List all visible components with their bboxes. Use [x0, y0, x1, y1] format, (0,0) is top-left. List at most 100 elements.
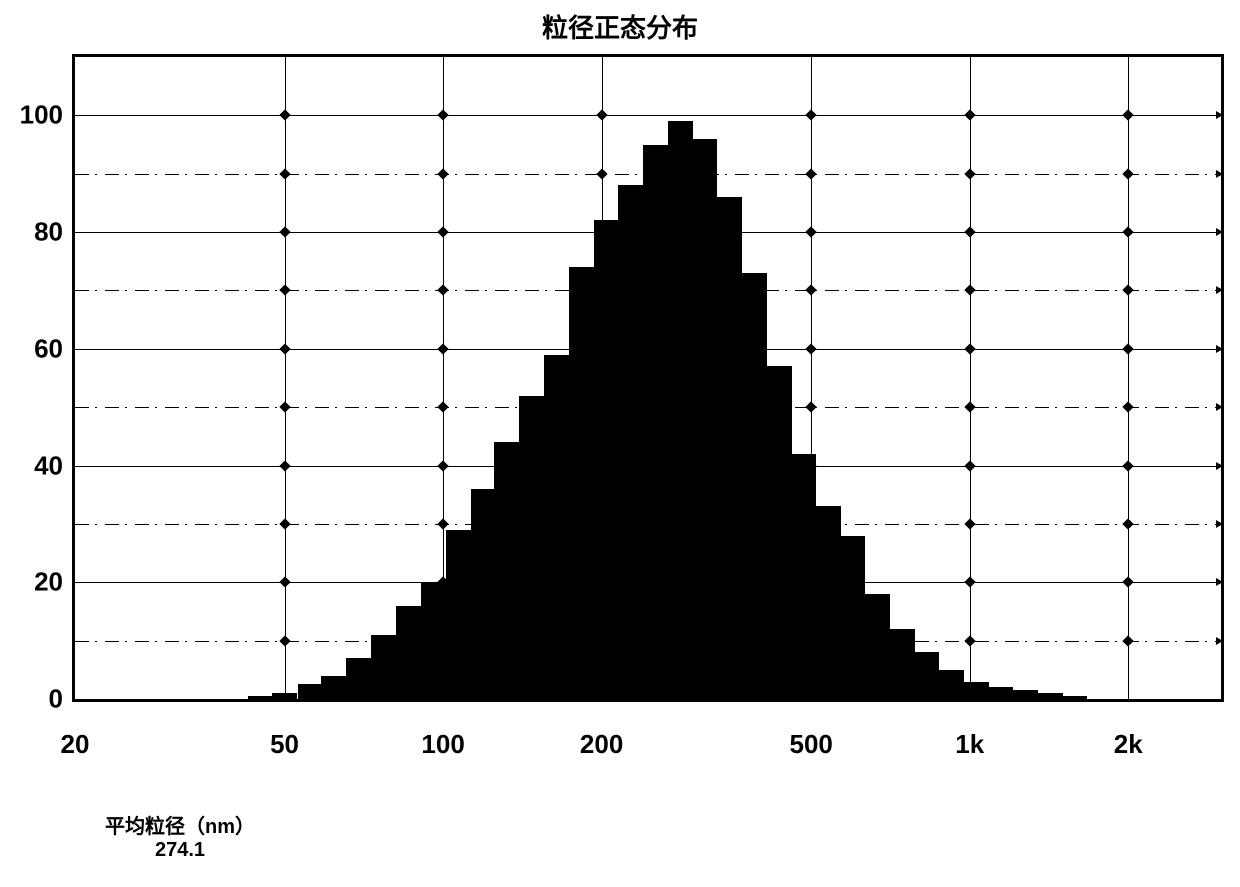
grid-marker-diamond [806, 168, 817, 179]
histogram-bar [594, 220, 619, 699]
histogram-bar [494, 442, 519, 699]
histogram-bar [939, 670, 964, 699]
grid-marker-diamond [964, 285, 975, 296]
grid-marker-diamond [437, 343, 448, 354]
histogram-bar [1013, 690, 1038, 699]
grid-marker-diamond [806, 343, 817, 354]
grid-marker-diamond [806, 285, 817, 296]
histogram-bar [692, 139, 717, 699]
grid-marker-diamond [1123, 285, 1134, 296]
x-tick-label: 2k [1114, 699, 1143, 760]
histogram-bar [1038, 693, 1063, 699]
grid-marker-diamond [1123, 110, 1134, 121]
right-arrow-icon [1216, 637, 1223, 645]
histogram-bar [248, 696, 273, 699]
histogram-bar [544, 355, 569, 699]
histogram-bar [519, 396, 544, 699]
y-tick-label: 100 [20, 100, 75, 131]
x-tick-label: 1k [955, 699, 984, 760]
right-arrow-icon [1216, 228, 1223, 236]
grid-marker-diamond [1123, 402, 1134, 413]
grid-marker-diamond [437, 402, 448, 413]
histogram-bar [396, 606, 421, 699]
histogram-bar [791, 454, 816, 699]
histogram-bar [371, 635, 396, 699]
grid-marker-diamond [279, 285, 290, 296]
grid-marker-diamond [437, 518, 448, 529]
grid-marker-diamond [964, 460, 975, 471]
histogram-bar [767, 366, 792, 699]
chart-title: 粒径正态分布 [0, 8, 1240, 45]
grid-marker-diamond [1123, 460, 1134, 471]
grid-marker-diamond [279, 168, 290, 179]
histogram-bar [668, 121, 693, 699]
histogram-bar [346, 658, 371, 699]
histogram-bar [915, 652, 940, 699]
mean-diameter-value: 274.1 [105, 839, 255, 862]
right-arrow-icon [1216, 111, 1223, 119]
right-arrow-icon [1216, 403, 1223, 411]
grid-marker-diamond [279, 110, 290, 121]
histogram-bar [989, 687, 1014, 699]
grid-marker-diamond [437, 460, 448, 471]
histogram-bar [964, 682, 989, 700]
grid-marker-diamond [437, 168, 448, 179]
grid-marker-diamond [1123, 518, 1134, 529]
histogram-bar [865, 594, 890, 699]
y-tick-label: 40 [34, 450, 75, 481]
histogram-bar [618, 185, 643, 699]
histogram-bar [298, 684, 323, 699]
grid-marker-diamond [279, 402, 290, 413]
right-arrow-icon [1216, 462, 1223, 470]
histogram-bar [717, 197, 742, 699]
x-tick-label: 50 [270, 699, 299, 760]
grid-marker-diamond [964, 518, 975, 529]
right-arrow-icon [1216, 170, 1223, 178]
grid-marker-diamond [1123, 343, 1134, 354]
grid-marker-diamond [806, 402, 817, 413]
histogram-bar [742, 273, 767, 699]
x-tick-label: 200 [580, 699, 623, 760]
grid-marker-diamond [1123, 168, 1134, 179]
grid-marker-diamond [806, 226, 817, 237]
grid-marker-diamond [964, 343, 975, 354]
footer-block: 平均粒径（nm） 274.1 [105, 810, 255, 862]
grid-marker-diamond [279, 460, 290, 471]
x-tick-label: 100 [421, 699, 464, 760]
histogram-bar [321, 676, 346, 699]
grid-h-major [75, 115, 1221, 116]
grid-marker-diamond [279, 343, 290, 354]
grid-marker-diamond [964, 226, 975, 237]
grid-marker-diamond [279, 518, 290, 529]
grid-marker-diamond [279, 577, 290, 588]
grid-marker-diamond [964, 635, 975, 646]
grid-marker-diamond [964, 168, 975, 179]
grid-marker-diamond [596, 168, 607, 179]
right-arrow-icon [1216, 520, 1223, 528]
histogram-bar [890, 629, 915, 699]
y-tick-label: 60 [34, 333, 75, 364]
histogram-bar [446, 530, 471, 699]
grid-marker-diamond [596, 110, 607, 121]
grid-marker-diamond [964, 110, 975, 121]
grid-v [1128, 57, 1129, 699]
x-tick-label: 500 [789, 699, 832, 760]
grid-marker-diamond [437, 285, 448, 296]
histogram-bar [272, 693, 297, 699]
grid-marker-diamond [964, 402, 975, 413]
grid-marker-diamond [437, 226, 448, 237]
histogram-bar [569, 267, 594, 699]
plot-area: 02040608010020501002005001k2k [72, 54, 1224, 702]
y-tick-label: 20 [34, 567, 75, 598]
histogram-bar [841, 536, 866, 699]
grid-v [285, 57, 286, 699]
grid-marker-diamond [279, 226, 290, 237]
histogram-bar [1063, 696, 1088, 699]
grid-v [970, 57, 971, 699]
right-arrow-icon [1216, 345, 1223, 353]
histogram-bar [816, 506, 841, 699]
y-tick-label: 80 [34, 217, 75, 248]
grid-marker-diamond [1123, 226, 1134, 237]
grid-marker-diamond [1123, 577, 1134, 588]
grid-marker-diamond [1123, 635, 1134, 646]
